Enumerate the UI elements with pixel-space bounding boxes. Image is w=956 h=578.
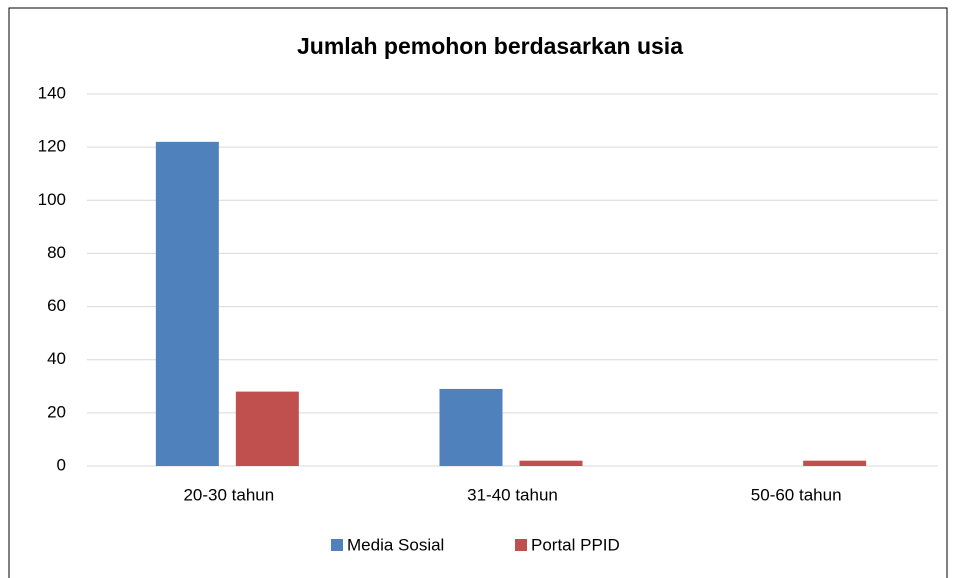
legend-swatch <box>331 539 343 551</box>
x-tick-label: 20-30 tahun <box>183 485 274 504</box>
bar <box>155 141 219 467</box>
bar <box>803 460 867 466</box>
y-tick-label: 120 <box>38 137 66 156</box>
y-tick-label: 60 <box>47 296 66 315</box>
legend-label: Portal PPID <box>531 535 620 554</box>
x-tick-label: 31-40 tahun <box>467 485 558 504</box>
legend-label: Media Sosial <box>347 535 444 554</box>
y-tick-label: 40 <box>47 349 66 368</box>
y-tick-label: 140 <box>38 83 66 102</box>
chart-border <box>8 7 948 578</box>
y-tick-label: 100 <box>38 190 66 209</box>
legend-swatch <box>515 539 527 551</box>
x-tick-label: 50-60 tahun <box>751 485 842 504</box>
y-tick-label: 20 <box>47 402 66 421</box>
bar <box>519 460 583 466</box>
y-tick-label: 0 <box>57 455 66 474</box>
chart-title: Jumlah pemohon berdasarkan usia <box>297 33 683 59</box>
bar <box>235 391 299 466</box>
y-tick-label: 80 <box>47 243 66 262</box>
bar <box>439 388 503 466</box>
